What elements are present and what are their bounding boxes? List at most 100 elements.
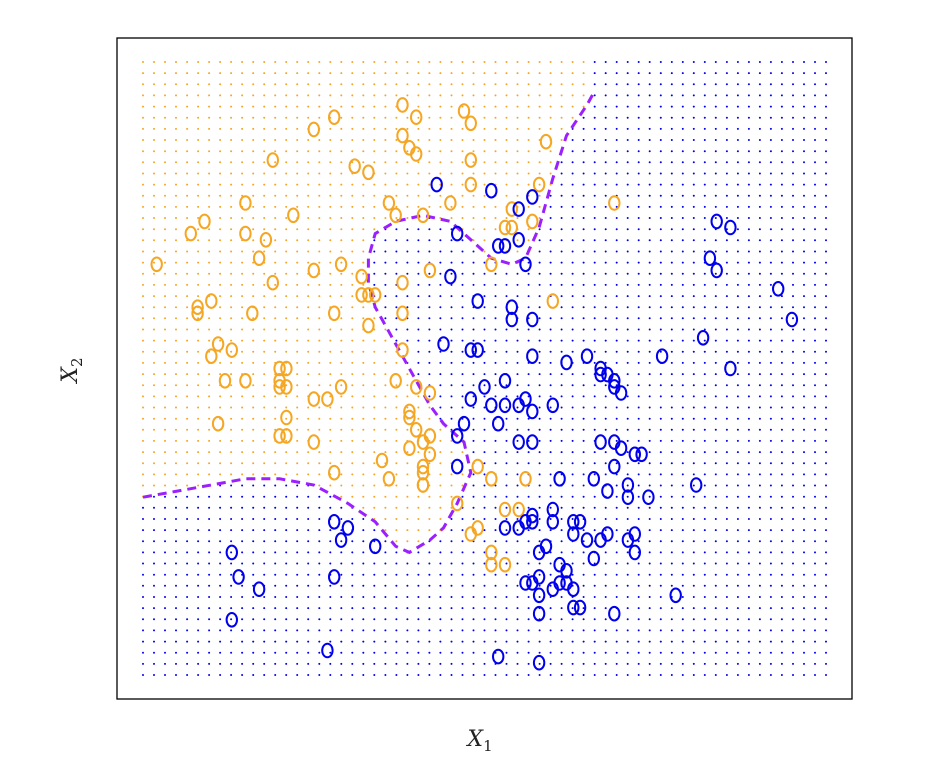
grid-dot-blue bbox=[175, 518, 177, 520]
point-orange bbox=[259, 232, 273, 248]
grid-dot-blue bbox=[538, 250, 541, 253]
grid-dot-blue bbox=[615, 61, 618, 63]
point-blue bbox=[464, 391, 477, 407]
grid-dot-blue bbox=[516, 484, 519, 487]
grid-dot-blue bbox=[417, 295, 420, 298]
grid-dot-blue bbox=[670, 328, 673, 331]
grid-dot-blue bbox=[461, 596, 464, 598]
grid-dot-blue bbox=[142, 640, 144, 643]
grid-dot-orange bbox=[153, 228, 155, 231]
grid-dot-blue bbox=[681, 127, 684, 130]
grid-dot-orange bbox=[395, 116, 398, 119]
grid-dot-blue bbox=[681, 562, 684, 565]
grid-dot-blue bbox=[725, 328, 728, 331]
grid-dot-blue bbox=[384, 651, 387, 654]
grid-dot-orange bbox=[285, 83, 288, 86]
point-blue bbox=[526, 434, 539, 450]
decision-boundary bbox=[142, 91, 596, 555]
grid-dot-blue bbox=[747, 651, 750, 654]
grid-dot-blue bbox=[505, 417, 508, 420]
point-orange bbox=[505, 219, 518, 236]
grid-dot-orange bbox=[175, 116, 177, 119]
grid-dot-blue bbox=[560, 239, 563, 242]
grid-dot-blue bbox=[417, 339, 420, 342]
grid-dot-blue bbox=[703, 584, 706, 587]
grid-dot-orange bbox=[472, 83, 475, 86]
grid-dot-orange bbox=[142, 406, 144, 409]
grid-dot-blue bbox=[681, 161, 684, 164]
grid-dot-orange bbox=[197, 150, 200, 153]
grid-dot-blue bbox=[450, 361, 453, 364]
grid-dot-orange bbox=[296, 295, 299, 298]
grid-dot-orange bbox=[263, 194, 266, 197]
grid-dot-orange bbox=[329, 127, 332, 130]
grid-dot-blue bbox=[582, 205, 585, 208]
grid-dot-blue bbox=[263, 562, 266, 565]
grid-dot-blue bbox=[803, 662, 805, 665]
grid-dot-orange bbox=[472, 139, 475, 141]
grid-dot-blue bbox=[472, 339, 475, 342]
grid-dot-blue bbox=[825, 239, 827, 242]
grid-dot-orange bbox=[186, 328, 189, 331]
grid-dot-blue bbox=[792, 651, 794, 654]
grid-dot-orange bbox=[175, 306, 177, 309]
grid-dot-blue bbox=[758, 328, 761, 331]
grid-dot-blue bbox=[241, 540, 244, 543]
grid-dot-orange bbox=[395, 361, 398, 364]
grid-dot-blue bbox=[681, 172, 684, 175]
grid-dot-blue bbox=[494, 395, 497, 398]
grid-dot-orange bbox=[351, 228, 354, 231]
grid-dot-orange bbox=[384, 72, 387, 75]
grid-dot-blue bbox=[582, 629, 585, 632]
grid-dot-blue bbox=[714, 451, 717, 454]
grid-dot-orange bbox=[318, 462, 321, 465]
grid-dot-blue bbox=[692, 562, 695, 565]
grid-dot-orange bbox=[175, 205, 177, 208]
grid-dot-blue bbox=[725, 506, 728, 509]
grid-dot-orange bbox=[340, 94, 343, 97]
grid-dot-blue bbox=[736, 384, 739, 387]
grid-dot-blue bbox=[626, 116, 629, 119]
grid-dot-blue bbox=[758, 607, 761, 610]
grid-dot-blue bbox=[516, 373, 519, 376]
grid-dot-blue bbox=[648, 462, 651, 465]
grid-dot-blue bbox=[571, 462, 574, 465]
grid-dot-orange bbox=[164, 473, 166, 476]
grid-dot-blue bbox=[527, 272, 530, 275]
grid-dot-blue bbox=[769, 183, 772, 186]
grid-dot-blue bbox=[318, 651, 321, 654]
point-blue bbox=[567, 599, 580, 616]
grid-dot-blue bbox=[626, 261, 629, 264]
grid-dot-blue bbox=[285, 674, 288, 676]
grid-dot-blue bbox=[714, 295, 717, 298]
grid-dot-blue bbox=[725, 618, 728, 621]
grid-dot-orange bbox=[274, 272, 277, 275]
grid-dot-orange bbox=[142, 328, 144, 331]
grid-dot-blue bbox=[560, 384, 563, 387]
grid-dot-orange bbox=[252, 239, 255, 242]
grid-dot-blue bbox=[263, 551, 266, 554]
point-orange bbox=[348, 158, 361, 174]
grid-dot-orange bbox=[362, 283, 365, 286]
grid-dot-blue bbox=[571, 161, 574, 164]
grid-dot-blue bbox=[670, 317, 673, 320]
grid-dot-orange bbox=[263, 72, 266, 75]
grid-dot-blue bbox=[494, 596, 497, 598]
grid-dot-orange bbox=[197, 72, 200, 75]
grid-dot-blue bbox=[615, 161, 618, 164]
point-orange bbox=[280, 379, 293, 395]
grid-dot-orange bbox=[197, 451, 200, 454]
grid-dot-orange bbox=[230, 439, 233, 442]
grid-dot-blue bbox=[769, 373, 772, 376]
grid-dot-orange bbox=[252, 150, 255, 153]
grid-dot-orange bbox=[351, 428, 354, 431]
point-orange bbox=[273, 379, 286, 395]
grid-dot-orange bbox=[329, 94, 332, 97]
grid-dot-orange bbox=[494, 61, 497, 63]
grid-dot-blue bbox=[241, 674, 244, 676]
grid-dot-blue bbox=[803, 473, 805, 476]
grid-dot-blue bbox=[692, 295, 695, 298]
grid-dot-orange bbox=[439, 83, 442, 86]
grid-dot-orange bbox=[417, 61, 420, 63]
grid-dot-blue bbox=[714, 194, 717, 197]
